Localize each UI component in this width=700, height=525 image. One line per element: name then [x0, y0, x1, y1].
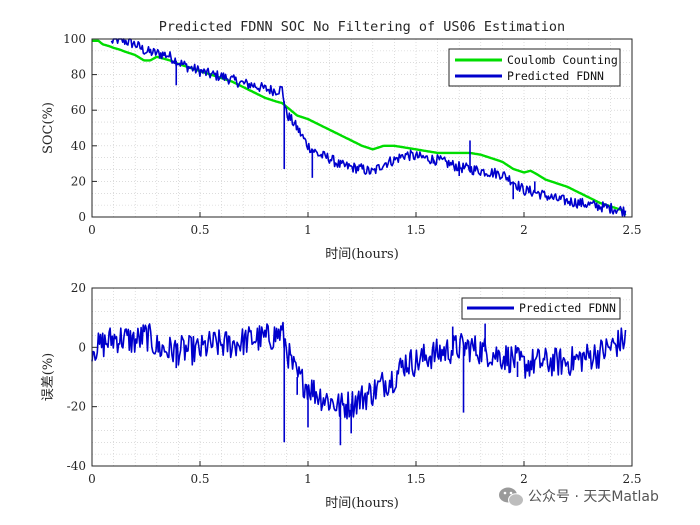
error-ticks: 0 0.5 1 1.5 2 2.5 -40 -20 0 20: [67, 281, 642, 486]
soc-axes-box: [91, 38, 633, 218]
error-x-axis-label: 时间(hours): [325, 496, 399, 511]
watermark: 公众号 · 天天Matlab: [499, 487, 659, 507]
x-tick-label: 2.5: [622, 223, 641, 237]
x-tick-label: 2: [520, 472, 528, 486]
error-subplot: 0 0.5 1 1.5 2 2.5 -40 -20 0 20 时间(hours) 误差(%) Pr…: [41, 281, 642, 511]
error-axes-box: [91, 287, 633, 467]
y-tick-label: 40: [71, 139, 86, 153]
y-tick-label: 60: [71, 103, 86, 117]
soc-y-axis-label: SOC(%): [41, 102, 56, 154]
error-legend: Predicted FDNN: [461, 297, 621, 320]
y-tick-label: -20: [67, 400, 86, 414]
x-tick-label: 0: [88, 223, 96, 237]
x-tick-label: 1.5: [406, 472, 425, 486]
x-tick-label: 0.5: [190, 223, 209, 237]
error-line-predicted-fdnn: [91, 321, 627, 420]
soc-legend: Coulomb Counting Predicted FDNN: [448, 48, 621, 87]
legend-label-coulomb: Coulomb Counting: [507, 53, 618, 67]
y-tick-label: 80: [71, 68, 86, 82]
y-tick-label: 20: [71, 174, 86, 188]
x-tick-label: 2: [520, 223, 528, 237]
soc-series: [91, 38, 627, 218]
x-tick-label: 1: [304, 472, 312, 486]
x-tick-label: 1: [304, 223, 312, 237]
y-tick-label: 100: [63, 32, 86, 46]
y-tick-label: 20: [71, 281, 86, 295]
y-tick-label: 0: [78, 340, 86, 354]
legend-label-error-fdnn: Predicted FDNN: [519, 301, 616, 315]
soc-legend-box: [448, 48, 621, 87]
x-tick-label: 2.5: [622, 472, 641, 486]
x-tick-label: 0: [88, 472, 96, 486]
error-legend-box: [461, 297, 621, 320]
error-y-axis-label: 误差(%): [41, 353, 56, 402]
y-tick-label: -40: [67, 459, 86, 473]
soc-ticks: 0 0.5 1 1.5 2 2.5 0 20 40 60 80 100: [63, 32, 641, 237]
error-series: [91, 321, 627, 446]
chart-title: Predicted FDNN SOC No Filtering of US06 …: [159, 19, 565, 35]
watermark-text: 公众号 · 天天Matlab: [528, 489, 659, 505]
soc-x-axis-label: 时间(hours): [325, 247, 399, 262]
error-grid: [92, 288, 632, 466]
wechat-icon: [499, 487, 524, 507]
x-tick-label: 0.5: [190, 472, 209, 486]
x-tick-label: 1.5: [406, 223, 425, 237]
legend-label-fdnn: Predicted FDNN: [507, 69, 604, 83]
soc-line-predicted-fdnn: [110, 38, 627, 218]
soc-subplot: Predicted FDNN SOC No Filtering of US06 …: [41, 19, 642, 262]
y-tick-label: 0: [78, 210, 86, 224]
